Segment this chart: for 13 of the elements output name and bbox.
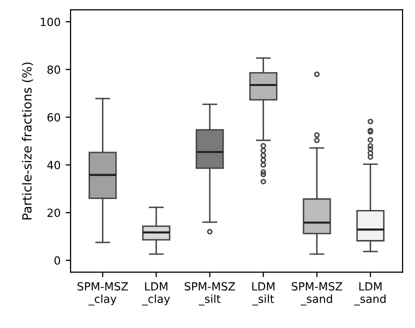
y-axis-title: Particle-size fractions (%) xyxy=(22,62,34,220)
x-tick-label: LDM _clay xyxy=(142,282,170,306)
x-tick-label: SPM-MSZ _clay xyxy=(78,282,128,306)
y-tick-label: 100 xyxy=(40,18,60,26)
x-tick-label: SPM-MSZ _silt xyxy=(184,282,236,306)
y-tick-label: 60 xyxy=(47,113,60,122)
y-tick-label: 40 xyxy=(47,160,60,170)
y-tick-label: 0 xyxy=(54,256,60,265)
y-tick-label: 20 xyxy=(48,208,60,217)
x-tick-label: LDM _sand xyxy=(354,282,386,306)
x-tick-label: SPM-MSZ _sand xyxy=(292,282,342,306)
y-tick-label: 80 xyxy=(47,65,60,74)
x-tick-label: LDM _silt xyxy=(252,282,274,306)
